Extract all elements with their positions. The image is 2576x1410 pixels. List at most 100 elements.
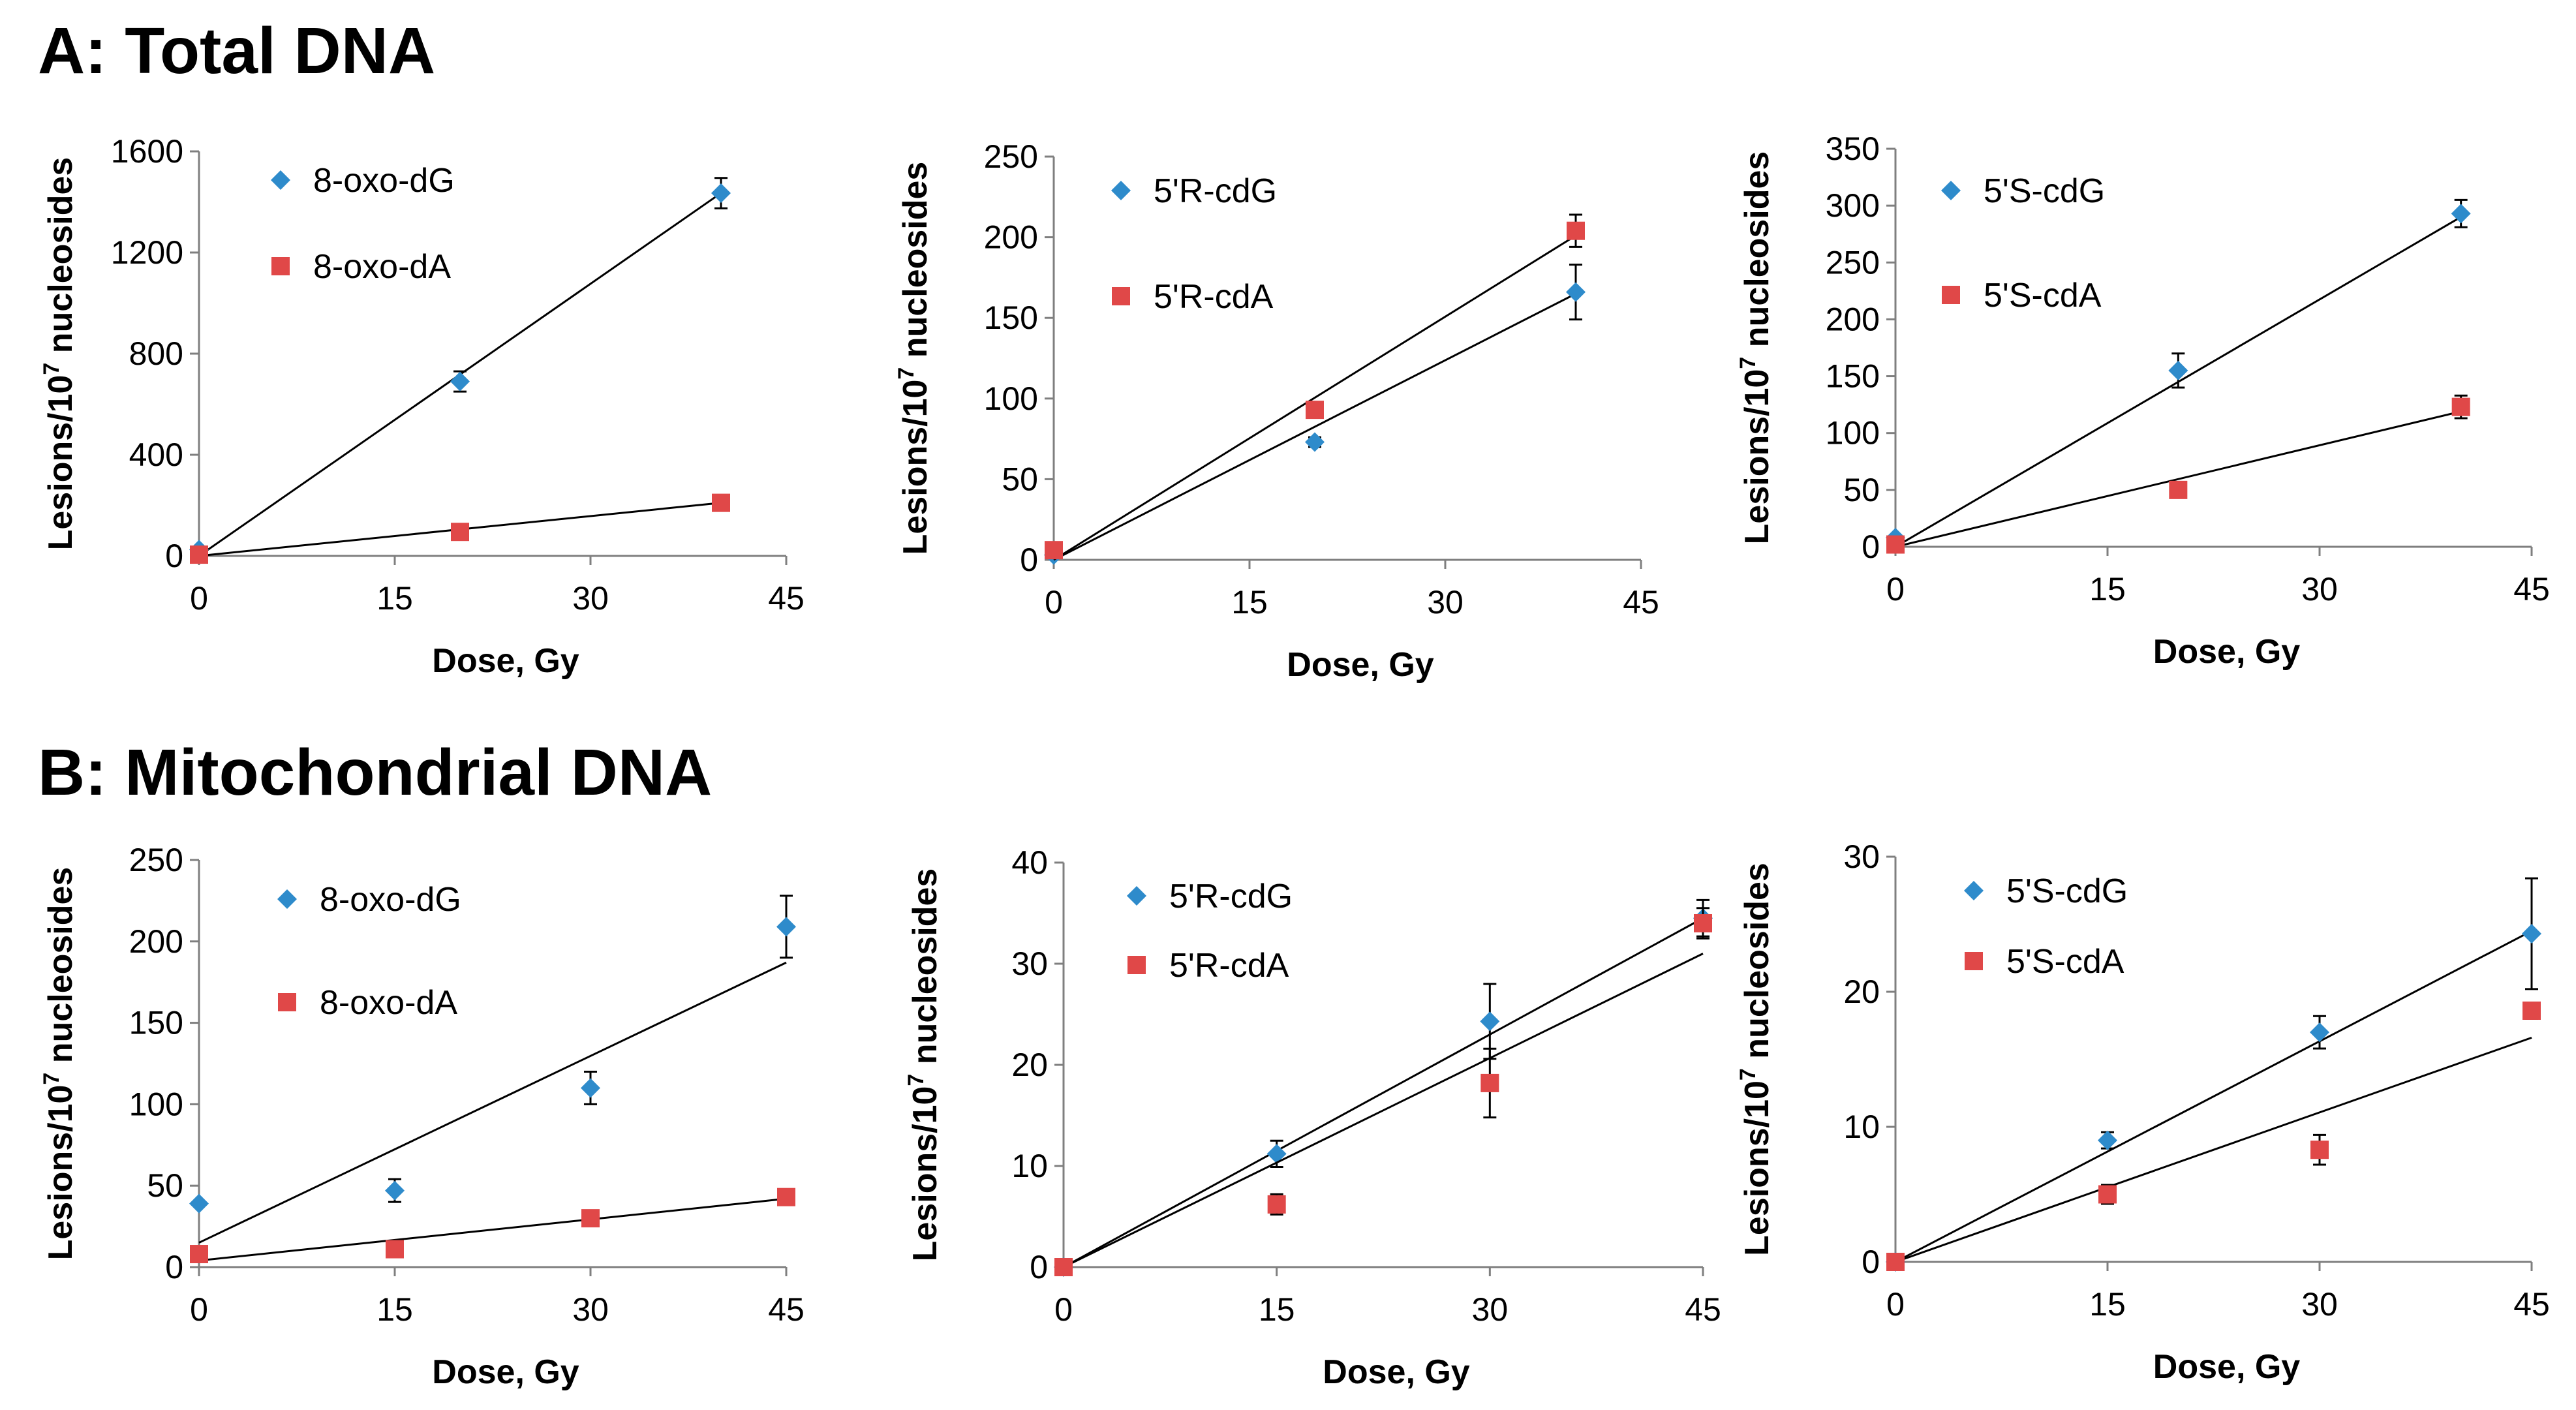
data-point	[189, 1193, 209, 1214]
data-point	[1480, 1073, 1499, 1092]
y-tick-label: 200	[129, 923, 183, 960]
y-tick-label: 30	[1843, 838, 1880, 875]
y-tick-label: 100	[129, 1086, 183, 1122]
x-tick-label: 15	[1259, 1291, 1295, 1328]
y-tick-label: 400	[129, 437, 183, 473]
y-tick-label: 200	[1826, 301, 1880, 337]
y-tick-label: 300	[1826, 187, 1880, 224]
legend-label: 8-oxo-dA	[313, 248, 451, 286]
series-8-oxo-dA	[190, 493, 730, 564]
chart-panel-6: 0 10 20 30 0 15 30 45 Dose, Gy Lesions/107 nucleo…	[1736, 838, 2550, 1386]
legend-label: 5'R-cdA	[1169, 947, 1289, 985]
y-tick-label: 0	[1020, 542, 1038, 578]
data-point	[581, 1209, 600, 1228]
data-point	[2098, 1130, 2117, 1150]
trend-line	[1053, 234, 1576, 561]
y-axis-label: Lesions/107 nucleosides	[1736, 863, 1776, 1256]
trend-line	[1063, 953, 1704, 1268]
data-point	[1566, 282, 1586, 302]
y-tick-label: 40	[1011, 844, 1048, 881]
y-tick-label: 200	[984, 219, 1038, 256]
chart-panel-1: 0 400 800 1200 1600 0 15 30 45 Dose, Gy Lesions/10…	[39, 133, 805, 680]
data-point	[190, 545, 208, 564]
x-tick-label: 0	[1054, 1291, 1073, 1328]
y-tick-label: 10	[1011, 1148, 1048, 1184]
data-point	[1306, 401, 1324, 420]
legend-label: 8-oxo-dA	[320, 984, 457, 1022]
y-axis-label: Lesions/107 nucleosides	[904, 868, 944, 1262]
legend-marker	[1941, 181, 1961, 200]
series-5'R-cdG	[1044, 264, 1586, 565]
y-tick-label: 50	[147, 1167, 183, 1204]
y-tick-label: 150	[1826, 358, 1880, 395]
y-axis-label: Lesions/107 nucleosides	[39, 157, 80, 551]
x-tick-label: 30	[572, 1291, 609, 1328]
legend-label: 5'R-cdG	[1154, 172, 1277, 210]
data-point	[190, 1245, 208, 1264]
trend-line	[1063, 917, 1704, 1268]
legend-marker	[1127, 886, 1146, 906]
data-point	[2522, 1001, 2541, 1020]
legend-marker	[1127, 956, 1146, 974]
y-tick-label: 150	[984, 299, 1038, 336]
trend-line	[1053, 292, 1576, 561]
legend-marker	[1111, 181, 1131, 200]
data-point	[1045, 541, 1063, 560]
y-tick-label: 150	[129, 1005, 183, 1041]
data-point	[581, 1078, 600, 1098]
data-point	[2310, 1022, 2329, 1043]
y-axis-label: Lesions/107 nucleosides	[1736, 151, 1776, 545]
y-tick-label: 800	[129, 335, 183, 372]
x-tick-label: 15	[2089, 571, 2126, 607]
x-tick-label: 45	[2513, 571, 2550, 607]
legend-label: 5'R-cdA	[1154, 278, 1274, 316]
series-5'R-cdG	[1054, 898, 1713, 1277]
y-axis-label: Lesions/107 nucleosides	[39, 867, 80, 1261]
series-5'R-cdA	[1054, 907, 1712, 1276]
y-axis-label: Lesions/107 nucleosides	[894, 162, 934, 555]
legend-marker	[1112, 287, 1130, 305]
x-tick-label: 15	[1231, 584, 1268, 621]
legend-label: 5'S-cdA	[1984, 277, 2102, 314]
x-tick-label: 45	[768, 1291, 805, 1328]
legend-marker	[278, 993, 296, 1011]
y-tick-label: 250	[129, 842, 183, 878]
y-tick-label: 250	[1826, 244, 1880, 281]
legend-marker	[271, 170, 290, 190]
y-tick-label: 0	[1030, 1249, 1048, 1285]
trend-line	[198, 1197, 787, 1262]
series-8-oxo-dG	[189, 177, 731, 560]
y-tick-label: 0	[165, 538, 183, 574]
data-point	[2522, 923, 2541, 943]
x-tick-label: 15	[376, 1291, 413, 1328]
data-point	[2310, 1141, 2329, 1159]
x-tick-label: 0	[1886, 571, 1905, 607]
x-axis-label: Dose, Gy	[432, 642, 579, 680]
series-5'S-cdA	[1886, 394, 2470, 554]
legend-marker	[277, 889, 297, 909]
x-axis-label: Dose, Gy	[2153, 1348, 2300, 1386]
y-tick-label: 20	[1843, 973, 1880, 1010]
x-tick-label: 30	[2301, 1286, 2338, 1323]
x-tick-label: 30	[1427, 584, 1464, 621]
legend-label: 5'S-cdA	[2006, 943, 2124, 981]
data-point	[1054, 1258, 1073, 1276]
y-tick-label: 0	[165, 1249, 183, 1285]
x-tick-label: 45	[1685, 1291, 1721, 1328]
data-point	[776, 917, 796, 937]
chart-panel-5: 0 10 20 30 40 0 15 30 45 Dose, Gy Lesions/107 nucl…	[904, 844, 1721, 1391]
data-point	[386, 1240, 404, 1259]
trend-line	[1895, 1036, 2532, 1263]
chart-panel-2: 0 50 100 150 200 250 0 15 30 45 Dose, Gy Lesions/10…	[894, 138, 1659, 684]
x-axis-label: Dose, Gy	[432, 1353, 579, 1391]
data-point	[2098, 1185, 2117, 1204]
y-tick-label: 0	[1862, 529, 1880, 565]
x-tick-label: 0	[190, 580, 208, 617]
y-tick-label: 50	[1002, 461, 1038, 497]
x-axis-label: Dose, Gy	[1287, 646, 1434, 684]
x-tick-label: 0	[1886, 1286, 1905, 1323]
data-point	[450, 371, 470, 391]
y-tick-label: 1600	[111, 133, 183, 170]
x-tick-label: 30	[2301, 571, 2338, 607]
